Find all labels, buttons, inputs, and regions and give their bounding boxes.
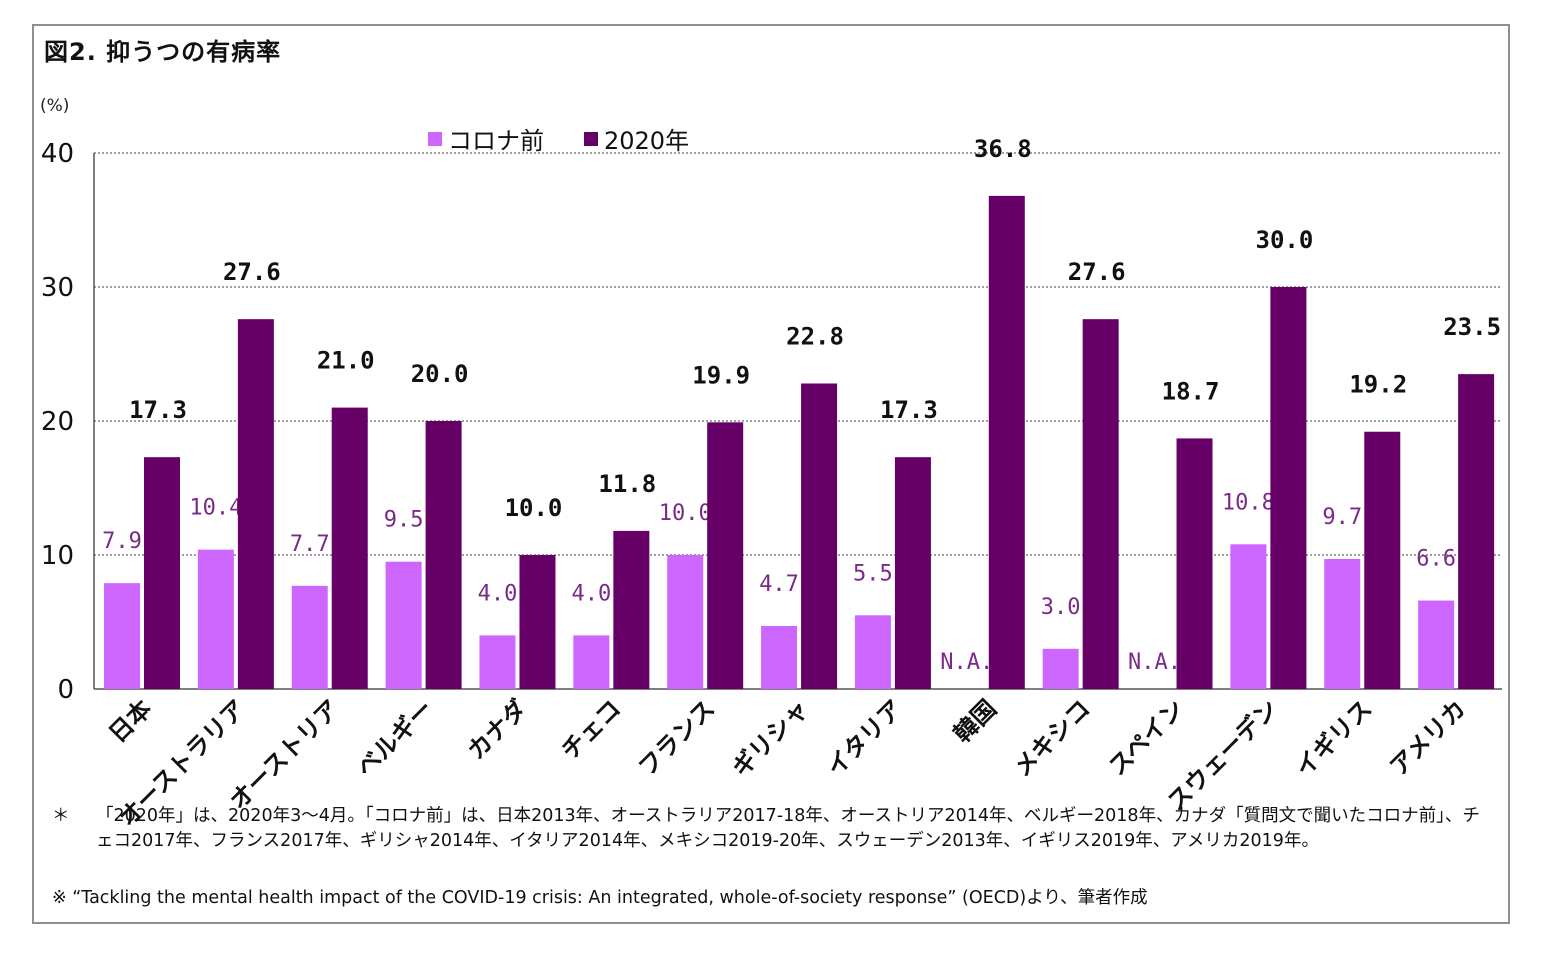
data-label-2020: 27.6 bbox=[223, 258, 281, 286]
legend-item-pre-covid: コロナ前 bbox=[428, 121, 544, 156]
bar-pre-covid bbox=[1418, 600, 1455, 689]
legend-swatch-pre-covid bbox=[428, 131, 442, 146]
bar-2020 bbox=[707, 422, 744, 689]
data-label-2020: 18.7 bbox=[1162, 377, 1220, 405]
data-label-2020: 21.0 bbox=[317, 347, 375, 375]
x-category-label: イギリス bbox=[1290, 694, 1378, 782]
bar-pre-covid bbox=[761, 626, 798, 689]
x-category-label: 日本 bbox=[103, 694, 157, 748]
bar-pre-covid bbox=[104, 583, 140, 689]
data-label-pre-covid: 4.7 bbox=[759, 572, 799, 597]
data-label-pre-covid: 9.5 bbox=[384, 508, 424, 533]
bar-2020 bbox=[1176, 438, 1213, 689]
data-label-pre-covid: 7.9 bbox=[102, 529, 142, 554]
chart-frame bbox=[32, 24, 1510, 924]
bar-pre-covid bbox=[479, 635, 516, 689]
legend-swatch-2020 bbox=[584, 131, 598, 146]
y-tick-label: 0 bbox=[57, 675, 74, 705]
data-label-pre-covid: 5.5 bbox=[853, 561, 893, 586]
data-label-pre-covid: 3.0 bbox=[1041, 595, 1081, 620]
data-label-2020: 11.8 bbox=[598, 470, 656, 498]
data-label-2020: 19.9 bbox=[692, 361, 750, 389]
data-label-pre-covid: 9.7 bbox=[1322, 505, 1362, 530]
y-tick-label: 10 bbox=[41, 541, 74, 571]
y-axis-unit-label: (%) bbox=[40, 96, 70, 116]
data-label-pre-covid: 10.0 bbox=[659, 501, 712, 526]
data-label-2020: 19.2 bbox=[1349, 371, 1407, 399]
y-tick-label: 20 bbox=[41, 407, 74, 437]
bar-2020 bbox=[425, 421, 462, 689]
legend-label-pre-covid: コロナ前 bbox=[448, 127, 544, 155]
x-category-label: カナダ bbox=[462, 694, 533, 765]
footnote-periods-text: 「2020年」は、2020年3～4月。「コロナ前」は、日本2013年、オーストラ… bbox=[96, 806, 1480, 851]
bar-pre-covid bbox=[1042, 648, 1079, 689]
data-label-2020: 22.8 bbox=[786, 322, 844, 350]
data-label-pre-covid: 7.7 bbox=[290, 532, 330, 557]
footnote-mark: ＊ bbox=[52, 806, 70, 826]
bar-pre-covid bbox=[667, 555, 704, 689]
bar-pre-covid bbox=[573, 635, 610, 689]
x-category-label: メキシコ bbox=[1008, 694, 1096, 782]
bar-2020 bbox=[331, 407, 368, 689]
data-label-pre-covid: 4.0 bbox=[571, 581, 611, 606]
bar-pre-covid bbox=[197, 549, 234, 689]
bar-pre-covid bbox=[854, 615, 891, 689]
data-label-2020: 17.3 bbox=[129, 396, 187, 424]
legend: コロナ前 2020年 bbox=[428, 121, 729, 156]
data-label-pre-covid: 10.4 bbox=[189, 496, 242, 521]
x-category-label: チェコ bbox=[556, 694, 627, 765]
footnote-periods: ＊ 「2020年」は、2020年3～4月。「コロナ前」は、日本2013年、オース… bbox=[52, 804, 1492, 854]
data-label-2020: 27.6 bbox=[1068, 258, 1126, 286]
bar-2020 bbox=[613, 530, 650, 689]
x-category-label: ベルギー bbox=[351, 694, 439, 782]
footnote-source: ※ “Tackling the mental health impact of … bbox=[52, 888, 1148, 908]
x-category-label: ギリシャ bbox=[727, 694, 815, 782]
data-label-2020: 20.0 bbox=[411, 360, 469, 388]
bar-2020 bbox=[144, 457, 180, 689]
legend-item-2020: 2020年 bbox=[584, 121, 689, 156]
x-category-label: スペイン bbox=[1103, 694, 1189, 780]
x-category-label: フランス bbox=[633, 694, 720, 781]
bar-pre-covid bbox=[1324, 559, 1361, 689]
bar-2020 bbox=[801, 383, 838, 689]
bar-2020 bbox=[988, 195, 1025, 689]
x-category-label: アメリカ bbox=[1384, 694, 1471, 781]
x-category-label: イタリア bbox=[821, 694, 908, 781]
bar-pre-covid bbox=[385, 561, 422, 689]
data-label-pre-covid: 10.8 bbox=[1222, 490, 1275, 515]
y-tick-label: 30 bbox=[41, 273, 74, 303]
data-label-2020: 23.5 bbox=[1443, 313, 1501, 341]
bar-2020 bbox=[237, 319, 274, 689]
bar-2020 bbox=[894, 457, 931, 689]
legend-label-2020: 2020年 bbox=[604, 127, 690, 155]
data-label-2020: 30.0 bbox=[1256, 226, 1314, 254]
bar-pre-covid bbox=[1230, 544, 1267, 689]
data-label-pre-covid: 6.6 bbox=[1416, 547, 1456, 572]
data-label-2020: 17.3 bbox=[880, 396, 938, 424]
data-label-pre-covid: N.A. bbox=[940, 650, 993, 675]
data-label-2020: 10.0 bbox=[505, 494, 563, 522]
bar-2020 bbox=[1270, 287, 1307, 689]
data-label-pre-covid: 4.0 bbox=[478, 581, 518, 606]
data-label-2020: 36.8 bbox=[974, 135, 1032, 163]
bar-2020 bbox=[1458, 374, 1495, 689]
bar-2020 bbox=[519, 555, 556, 689]
bar-2020 bbox=[1082, 319, 1119, 689]
chart-title: 図2. 抑うつの有病率 bbox=[44, 38, 282, 66]
bar-pre-covid bbox=[291, 585, 328, 689]
data-label-pre-covid: N.A. bbox=[1128, 650, 1181, 675]
bar-2020 bbox=[1364, 431, 1401, 689]
x-category-label: 韓国 bbox=[948, 694, 1002, 748]
y-tick-label: 40 bbox=[41, 139, 74, 169]
